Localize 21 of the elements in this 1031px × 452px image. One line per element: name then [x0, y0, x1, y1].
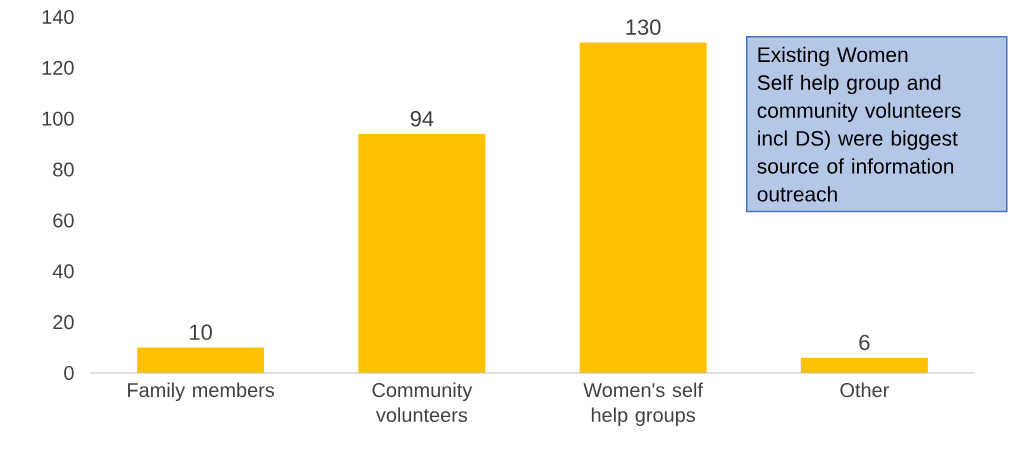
y-tick-label: 0 [64, 365, 74, 381]
bar [800, 357, 928, 373]
x-tick-label: Other [840, 382, 889, 398]
y-tick-label: 80 [53, 162, 74, 177]
y-tick-label: 140 [42, 9, 74, 25]
y-tick-label: 120 [42, 60, 74, 75]
y-tick-label: 40 [52, 264, 74, 279]
y-tick-label: 60 [53, 213, 74, 228]
bar [358, 133, 486, 373]
x-tick-label: Family members [128, 382, 275, 402]
x-tick-label: Community volunteers [372, 382, 473, 423]
y-tick-label: 20 [53, 315, 74, 330]
data-label: 6 [859, 334, 870, 351]
y-tick-label: 100 [42, 111, 74, 126]
x-tick-label: Women's self help groups [583, 382, 703, 427]
annotation: Existing Women Self help group and community volunteers incl DS) were biggest source of information outreach [757, 46, 961, 202]
data-label: 94 [410, 110, 434, 127]
bar [137, 347, 265, 373]
data-label: 10 [190, 324, 212, 341]
data-label: 130 [626, 19, 661, 35]
bar [579, 42, 707, 373]
